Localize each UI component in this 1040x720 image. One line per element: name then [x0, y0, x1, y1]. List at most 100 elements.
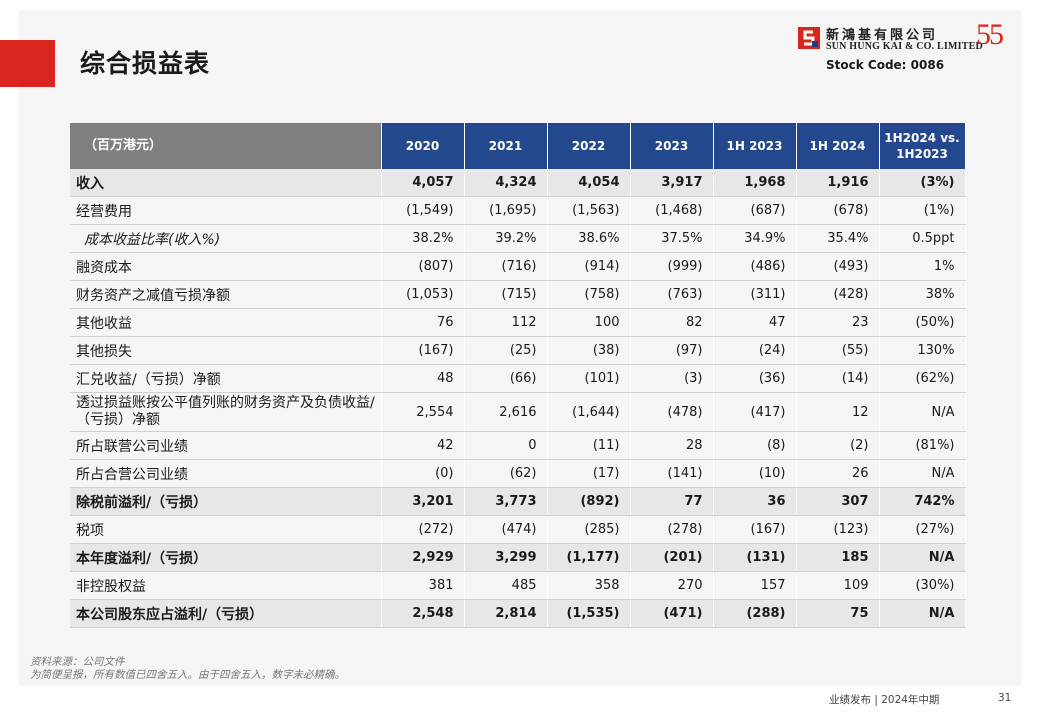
column-header: 2022 — [547, 123, 631, 169]
table-row: 成本收益比率(收入%) 38.2% 39.2% 38.6% 37.5% 34.9% 35.4… — [70, 224, 966, 253]
row-label: 本公司股东应占溢利/（亏损） — [70, 599, 382, 628]
table-cell: (807) — [381, 252, 465, 281]
logo-english-name: SUN HUNG KAI & CO. LIMITED — [826, 41, 983, 52]
table-cell: 1,916 — [796, 169, 880, 197]
table-cell: 270 — [630, 571, 714, 600]
column-header: 2020 — [381, 123, 465, 169]
table-cell: N/A — [879, 392, 966, 432]
table-cell: (11) — [547, 431, 631, 460]
table-cell: 0 — [464, 431, 548, 460]
table-cell: 75 — [796, 599, 880, 628]
table-cell: (62%) — [879, 364, 966, 393]
table-row: 除税前溢利/（亏损） 3,201 3,773 (892) 77 36 307 742% — [70, 487, 966, 516]
table-cell: (914) — [547, 252, 631, 281]
table-cell: 37.5% — [630, 224, 714, 253]
table-cell: 38.6% — [547, 224, 631, 253]
table-cell: (311) — [713, 280, 797, 309]
table-row: 收入 4,057 4,324 4,054 3,917 1,968 1,916 (3%) — [70, 169, 966, 197]
table-cell: (272) — [381, 515, 465, 544]
table-cell: (716) — [464, 252, 548, 281]
table-cell: 3,201 — [381, 487, 465, 516]
table-cell: 2,814 — [464, 599, 548, 628]
footer-text: 业绩发布 | 2024年中期 — [829, 694, 940, 706]
table-cell: (30%) — [879, 571, 966, 600]
table-cell: 1% — [879, 252, 966, 281]
table-cell: (474) — [464, 515, 548, 544]
table-cell: (417) — [713, 392, 797, 432]
table-cell: (167) — [713, 515, 797, 544]
table-row: 所占合营公司业绩 (0) (62) (17) (141) (10) 26 N/A — [70, 459, 966, 488]
row-label: 所占联营公司业绩 — [70, 431, 382, 460]
table-cell: (24) — [713, 336, 797, 365]
table-cell: (471) — [630, 599, 714, 628]
row-label: 其他收益 — [70, 308, 382, 337]
table-cell: 77 — [630, 487, 714, 516]
table-cell: 109 — [796, 571, 880, 600]
table-cell: (285) — [547, 515, 631, 544]
table-cell: (167) — [381, 336, 465, 365]
table-row: 透过损益账按公平值列账的财务资产及负债收益/（亏损）净额 2,554 2,616 (1… — [70, 392, 966, 432]
source-note: 资料来源：公司文件 为简便呈报，所有数值已四舍五入。由于四舍五入，数字未必精确。 — [30, 656, 345, 682]
table-cell: N/A — [879, 543, 966, 572]
table-cell: (1,053) — [381, 280, 465, 309]
table-cell: 0.5ppt — [879, 224, 966, 253]
table-cell: (36) — [713, 364, 797, 393]
page-title: 综合损益表 — [80, 49, 211, 78]
table-cell: (715) — [464, 280, 548, 309]
table-cell: 34.9% — [713, 224, 797, 253]
income-statement-table: （百万港元） 2020 2021 2022 2023 1H 2023 1H 20… — [70, 123, 966, 628]
table-cell: 28 — [630, 431, 714, 460]
table-cell: 358 — [547, 571, 631, 600]
table-cell: (14) — [796, 364, 880, 393]
table-cell: 2,554 — [381, 392, 465, 432]
table-cell: 36 — [713, 487, 797, 516]
table-cell: (131) — [713, 543, 797, 572]
table-cell: 157 — [713, 571, 797, 600]
table-cell: 76 — [381, 308, 465, 337]
table-cell: (1,468) — [630, 196, 714, 225]
table-cell: (678) — [796, 196, 880, 225]
row-label: 本年度溢利/（亏损） — [70, 543, 382, 572]
table-cell: 26 — [796, 459, 880, 488]
table-cell: 47 — [713, 308, 797, 337]
unit-label-header: （百万港元） — [70, 123, 382, 169]
table-cell: (10) — [713, 459, 797, 488]
table-cell: (1%) — [879, 196, 966, 225]
table-cell: (66) — [464, 364, 548, 393]
table-cell: 130% — [879, 336, 966, 365]
table-cell: (38) — [547, 336, 631, 365]
table-cell: 2,616 — [464, 392, 548, 432]
anniversary-logo: 55 — [976, 18, 1004, 51]
table-cell: 4,324 — [464, 169, 548, 197]
table-cell: (1,177) — [547, 543, 631, 572]
table-cell: (999) — [630, 252, 714, 281]
table-cell: (1,563) — [547, 196, 631, 225]
column-header: 1H 2023 — [713, 123, 797, 169]
table-row: 经营费用 (1,549) (1,695) (1,563) (1,468) (687) (67… — [70, 196, 966, 225]
table-cell: (478) — [630, 392, 714, 432]
row-label: 财务资产之减值亏损净额 — [70, 280, 382, 309]
column-header: 1H 2024 — [796, 123, 880, 169]
row-label: 经营费用 — [70, 196, 382, 225]
table-cell: 23 — [796, 308, 880, 337]
table-cell: (0) — [381, 459, 465, 488]
stock-code: Stock Code: 0086 — [826, 58, 945, 72]
table-cell: (123) — [796, 515, 880, 544]
table-cell: 42 — [381, 431, 465, 460]
table-cell: (27%) — [879, 515, 966, 544]
table-row: 融资成本 (807) (716) (914) (999) (486) (493) 1% — [70, 252, 966, 281]
table-cell: (25) — [464, 336, 548, 365]
table-cell: (1,535) — [547, 599, 631, 628]
table-cell: 39.2% — [464, 224, 548, 253]
table-cell: 2,929 — [381, 543, 465, 572]
row-label: 税项 — [70, 515, 382, 544]
page-number: 31 — [998, 692, 1012, 704]
table-cell: (493) — [796, 252, 880, 281]
table-row: 其他损失 (167) (25) (38) (97) (24) (55) 130% — [70, 336, 966, 365]
row-label: 融资成本 — [70, 252, 382, 281]
table-cell: 38.2% — [381, 224, 465, 253]
table-row: 其他收益 76 112 100 82 47 23 (50%) — [70, 308, 966, 337]
table-cell: (687) — [713, 196, 797, 225]
row-label: 其他损失 — [70, 336, 382, 365]
table-row: 财务资产之减值亏损净额 (1,053) (715) (758) (763) (311) (4… — [70, 280, 966, 309]
